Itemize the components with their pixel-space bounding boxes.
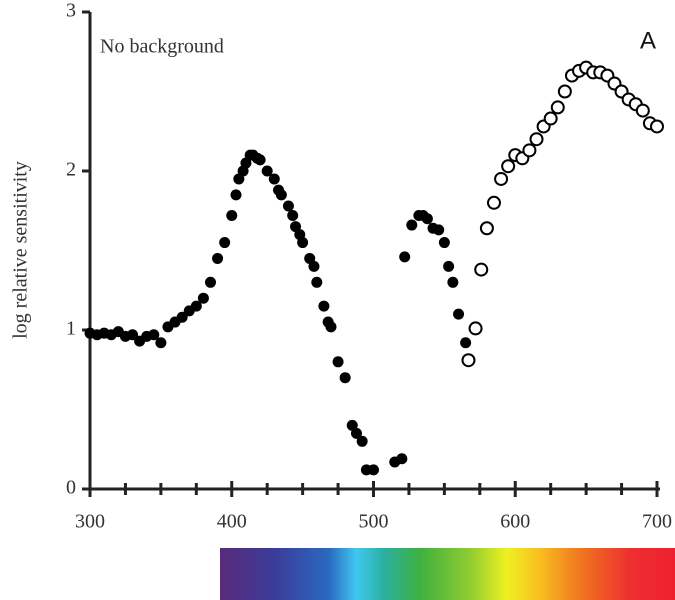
point [447,276,459,288]
point [421,213,433,225]
annotation: No background [100,36,224,58]
x-tick-label: 700 [642,511,672,533]
point [197,292,209,304]
point [311,276,323,288]
point [282,200,294,212]
point [494,171,509,186]
point [325,321,337,333]
y-tick-label: 2 [66,159,76,181]
panel-label: A [640,27,656,54]
point [396,453,408,465]
point [339,372,351,384]
point [474,262,489,277]
point [230,189,242,201]
point [287,210,299,222]
point [176,311,188,323]
point [350,427,362,439]
point [543,111,558,126]
point [155,337,167,349]
point [460,337,472,349]
point [501,159,516,174]
point [650,119,664,134]
point [529,132,544,147]
x-tick-label: 400 [217,511,247,533]
point [635,103,650,118]
y-tick-label: 3 [66,0,76,22]
point [212,252,224,264]
point [226,210,238,222]
point [486,195,501,210]
point [368,464,379,476]
point [443,260,455,272]
point [219,237,231,249]
point [522,143,537,158]
point [557,84,572,99]
point [356,435,368,447]
point [479,221,494,236]
point [308,260,320,272]
y-axis-label: log relative sensitivity [10,161,32,339]
point [318,300,330,312]
point [190,300,202,312]
point [438,237,450,249]
point [468,321,483,336]
point [148,329,160,341]
point [254,154,266,166]
point [433,224,445,236]
spectrum-bar [220,548,675,600]
y-tick-label: 1 [66,318,76,340]
point [127,329,139,341]
point [204,276,216,288]
point [275,189,287,201]
point [550,100,565,115]
point [268,173,280,185]
x-tick-label: 300 [75,511,105,533]
point [261,165,273,177]
point [332,356,344,368]
point [297,237,309,249]
point [406,219,418,231]
point [453,308,465,320]
point [399,251,411,263]
y-tick-label: 0 [66,477,76,499]
point [461,353,476,368]
x-tick-label: 500 [359,511,389,533]
x-tick-label: 600 [500,511,530,533]
